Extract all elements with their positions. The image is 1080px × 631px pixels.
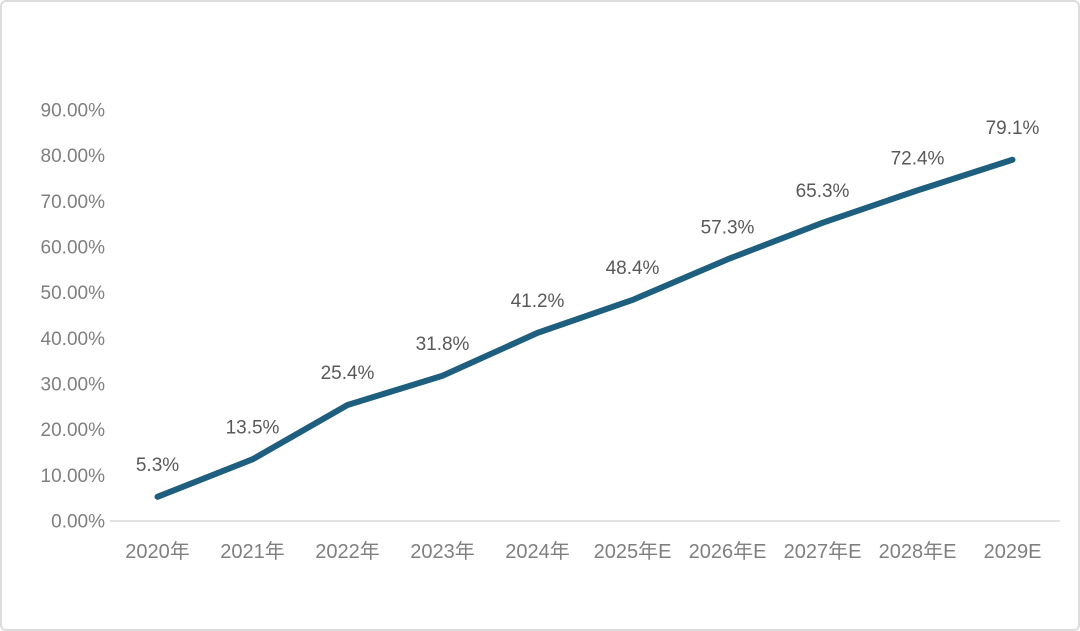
data-point-label: 48.4% (606, 258, 660, 279)
x-axis-category-label: 2025年E (594, 540, 672, 563)
data-point-label: 72.4% (891, 148, 945, 169)
x-axis-category-label: 2028年E (879, 540, 957, 563)
y-axis-tick-label: 20.00% (41, 420, 106, 441)
data-point-label: 79.1% (986, 118, 1040, 139)
x-axis-category-label: 2029E (984, 541, 1042, 563)
y-axis-tick-label: 70.00% (41, 192, 106, 213)
x-axis-category-label: 2026年E (689, 540, 767, 563)
series-line (154, 156, 1016, 500)
data-point-label: 5.3% (136, 455, 179, 476)
x-axis-category-label: 2020年 (125, 540, 190, 563)
y-axis-tick-label: 30.00% (41, 375, 106, 396)
x-axis-category-label: 2023年 (410, 540, 475, 563)
x-axis-category-label: 2027年E (784, 540, 862, 563)
data-point-label: 65.3% (796, 181, 850, 202)
data-point-label: 13.5% (226, 417, 280, 438)
x-axis-category-label: 2021年 (220, 540, 285, 563)
y-axis-tick-label: 90.00% (41, 101, 106, 122)
data-point-label: 31.8% (416, 334, 470, 355)
x-axis-category-label: 2022年 (315, 540, 380, 563)
y-axis-tick-label: 0.00% (51, 512, 105, 533)
y-axis-tick-label: 60.00% (41, 238, 106, 259)
y-axis-tick-label: 80.00% (41, 146, 106, 167)
x-axis-category-label: 2024年 (505, 540, 570, 563)
y-axis-tick-label: 10.00% (41, 466, 106, 487)
y-axis-tick-label: 50.00% (41, 283, 106, 304)
y-axis-tick-label: 40.00% (41, 329, 106, 350)
data-point-label: 41.2% (511, 291, 565, 312)
data-point-label: 25.4% (321, 363, 375, 384)
data-point-label: 57.3% (701, 217, 755, 238)
